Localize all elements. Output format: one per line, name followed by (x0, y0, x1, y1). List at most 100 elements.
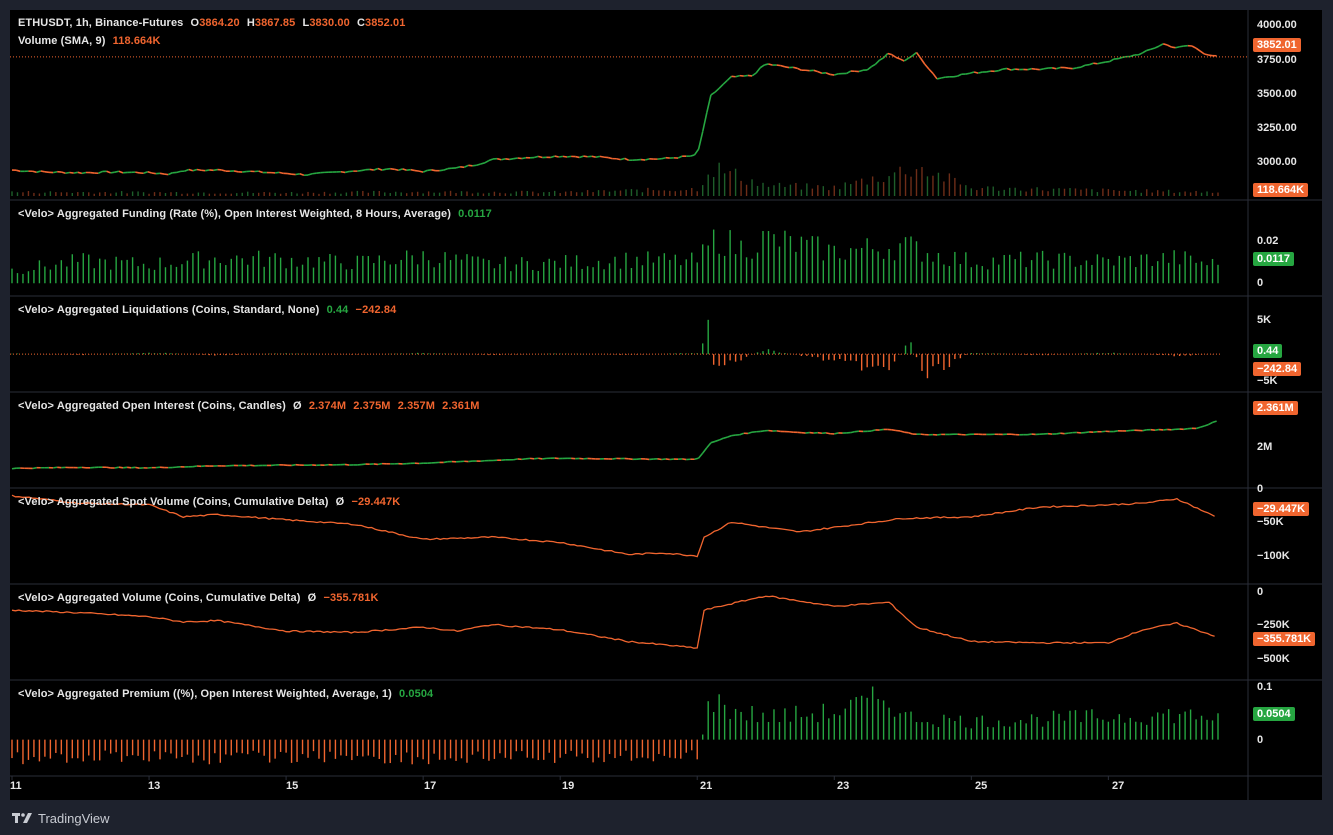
price-candle (36, 170, 42, 174)
price-candle (344, 170, 350, 174)
price-candle (924, 63, 930, 70)
price-candle (784, 66, 790, 69)
open_interest-candle (891, 429, 897, 432)
ohlc-close-value: 3852.01 (365, 17, 406, 29)
spot-cvd-pane-title: <Velo> Aggregated Spot Volume (Coins, Cu… (18, 496, 400, 508)
ohlc-open-value: 3864.20 (199, 17, 240, 29)
price-candle (624, 157, 630, 161)
price-candle (81, 171, 87, 175)
x-axis-tick: 25 (975, 780, 988, 792)
premium-badge: 0.0504 (1253, 707, 1295, 721)
funding-axis-tick: 0 (1257, 277, 1264, 289)
price-candle (616, 157, 621, 161)
price-candle (1088, 62, 1094, 66)
price-candle (755, 67, 761, 74)
volume-cvd-pane-title: <Velo> Aggregated Volume (Coins, Cumulat… (18, 592, 379, 604)
price-candle (883, 52, 889, 59)
price-candle (928, 68, 934, 74)
volume-cvd-value: −355.781K (323, 592, 379, 604)
open_interest-candle (920, 433, 925, 436)
price-candle (693, 148, 700, 156)
price-candle (1109, 58, 1115, 63)
price-candle (1043, 67, 1049, 70)
oi-axis-tick: 2M (1257, 441, 1273, 453)
price-candle (422, 169, 428, 173)
x-axis-tick: 27 (1112, 780, 1125, 792)
price-candle (834, 73, 839, 76)
price-candle (192, 168, 198, 172)
open_interest-candle (1027, 433, 1032, 436)
price-candle (1051, 67, 1057, 70)
price-candle (427, 169, 432, 172)
price-candle (90, 171, 95, 174)
price-candle (644, 158, 650, 161)
symbol-title: ETHUSDT, 1h, Binance-Futures (18, 17, 184, 29)
price-candle (361, 168, 366, 172)
price-candle (764, 63, 769, 66)
ohlc-low-label: L (302, 17, 310, 29)
open_interest-candle (513, 458, 518, 461)
price-candle (677, 155, 683, 159)
open_interest-candle (1204, 423, 1209, 427)
price-candle (607, 156, 613, 160)
price-candle (1199, 50, 1205, 55)
open_interest-candle (344, 463, 350, 466)
ohlc-low-value: 3830.00 (309, 17, 350, 29)
ohlc-high-label: H (246, 17, 255, 29)
price-candle (381, 168, 387, 171)
price-candle (167, 172, 173, 176)
open_interest-candle (739, 432, 745, 436)
oi-close: 2.361M (442, 400, 480, 412)
price-candle (1097, 62, 1102, 65)
tradingview-logo-icon (12, 813, 32, 823)
open_interest-candle (727, 434, 732, 438)
price-candle (661, 156, 666, 160)
open_interest-candle (1064, 432, 1069, 435)
x-axis-tick: 19 (562, 780, 575, 792)
open_interest-candle (776, 430, 781, 433)
price-candle (1076, 66, 1082, 69)
price-candle (221, 169, 227, 172)
price-candle (98, 170, 103, 174)
ohlc-close-label: C (356, 17, 365, 29)
chart-canvas[interactable] (10, 10, 1322, 800)
open_interest-candle (1101, 430, 1106, 433)
price-candle (472, 164, 477, 167)
price-candle (369, 168, 374, 171)
open_interest-candle (250, 464, 255, 467)
price-candle (65, 171, 70, 175)
liq-short-badge: −242.84 (1253, 362, 1302, 376)
open_interest-candle (1154, 428, 1160, 431)
price-candle (879, 57, 885, 61)
price-axis-tick: 3250.00 (1257, 122, 1297, 134)
open_interest-candle (1199, 425, 1205, 429)
price-candle (768, 63, 773, 66)
open_interest-candle (1084, 431, 1090, 434)
price-candle (1084, 63, 1090, 67)
tradingview-brand[interactable]: TradingView (38, 810, 110, 826)
price-candle (583, 155, 588, 158)
price-candle (135, 171, 140, 174)
price-candle (1142, 49, 1148, 54)
price-candle (701, 112, 708, 132)
price-candle (480, 162, 486, 165)
price-candle (874, 59, 881, 65)
price-candle (941, 76, 946, 79)
vol-cvd-badge: −355.781K (1253, 632, 1316, 646)
price-candle (73, 171, 78, 174)
open_interest-candle (834, 432, 839, 435)
premium-axis-tick: 0 (1257, 734, 1264, 746)
price-candle (579, 155, 584, 159)
price-candle (550, 155, 555, 159)
price-candle (1039, 67, 1045, 71)
chart-container[interactable]: ETHUSDT, 1h, Binance-Futures O3864.20 H3… (10, 10, 1322, 800)
premium-value: 0.0504 (399, 688, 434, 700)
price-candle (533, 155, 539, 159)
open_interest-candle (936, 433, 942, 436)
funding-pane-title: <Velo> Aggregated Funding (Rate (%), Ope… (18, 208, 492, 220)
price-candle (1150, 47, 1156, 51)
price-candle (714, 87, 720, 93)
price-candle (110, 171, 115, 174)
price-candle (759, 64, 765, 69)
price-candle (233, 170, 239, 173)
